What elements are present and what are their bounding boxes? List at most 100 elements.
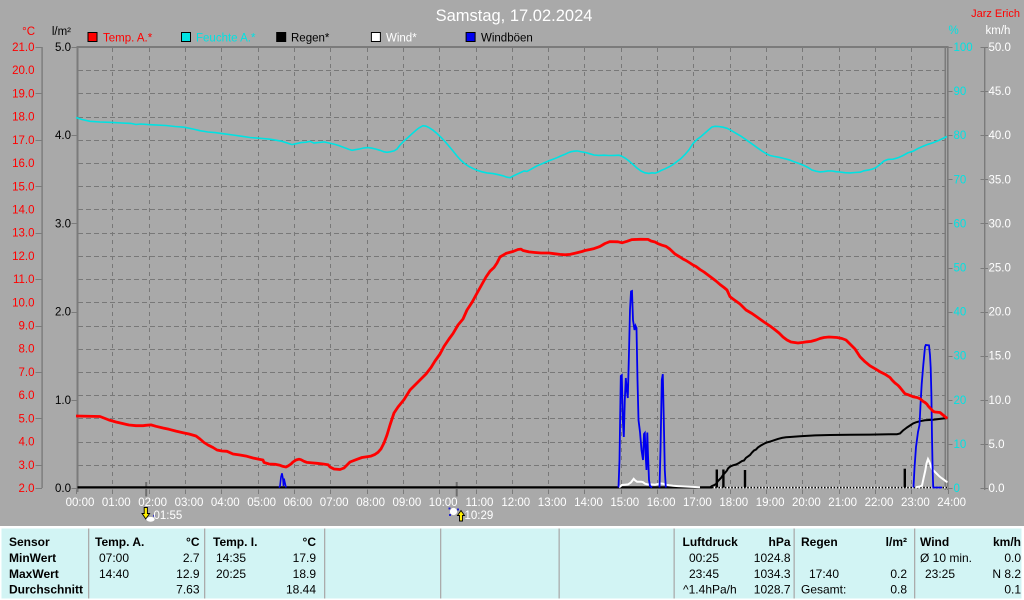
- svg-text:50: 50: [954, 263, 967, 275]
- svg-text:%: %: [949, 25, 959, 37]
- svg-text:00:00: 00:00: [66, 497, 95, 509]
- svg-text:18.0: 18.0: [12, 112, 34, 124]
- svg-text:45.0: 45.0: [989, 86, 1011, 98]
- svg-text:14:00: 14:00: [574, 497, 603, 509]
- svg-text:35.0: 35.0: [989, 174, 1011, 186]
- svg-text:1024.8: 1024.8: [754, 551, 791, 565]
- svg-text:17.0: 17.0: [12, 135, 34, 147]
- svg-text:5.0: 5.0: [989, 439, 1005, 451]
- svg-text:17:00: 17:00: [683, 497, 712, 509]
- svg-text:17.9: 17.9: [293, 551, 317, 565]
- svg-text:Gesamt:: Gesamt:: [801, 583, 846, 597]
- svg-text:1028.7: 1028.7: [754, 583, 791, 597]
- svg-text:40.0: 40.0: [989, 130, 1011, 142]
- svg-text:Temp. A.*: Temp. A.*: [103, 33, 153, 45]
- svg-text:10:00: 10:00: [429, 497, 458, 509]
- svg-text:11.0: 11.0: [13, 274, 35, 286]
- svg-text:10.0: 10.0: [12, 297, 34, 309]
- svg-text:Samstag, 17.02.2024: Samstag, 17.02.2024: [436, 7, 593, 25]
- svg-text:90: 90: [954, 86, 967, 98]
- svg-text:4.0: 4.0: [55, 130, 71, 142]
- svg-text:Regen: Regen: [801, 535, 838, 549]
- svg-text:4.0: 4.0: [19, 437, 35, 449]
- svg-text:20.0: 20.0: [989, 307, 1011, 319]
- svg-text:40: 40: [954, 307, 967, 319]
- svg-text:MaxWert: MaxWert: [9, 567, 59, 581]
- svg-text:14.0: 14.0: [12, 205, 34, 217]
- svg-text:15:00: 15:00: [610, 497, 639, 509]
- svg-text:04:00: 04:00: [211, 497, 240, 509]
- svg-text:5.0: 5.0: [55, 42, 71, 54]
- svg-text:3.0: 3.0: [55, 218, 71, 230]
- svg-text:0.0: 0.0: [989, 483, 1005, 495]
- svg-text:7.63: 7.63: [176, 583, 200, 597]
- svg-text:16.0: 16.0: [12, 158, 34, 170]
- svg-text:9.0: 9.0: [19, 321, 35, 333]
- svg-text:7.0: 7.0: [19, 367, 35, 379]
- svg-text:l/m²: l/m²: [52, 26, 71, 38]
- svg-text:18:00: 18:00: [719, 497, 748, 509]
- svg-text:MinWert: MinWert: [9, 551, 56, 565]
- svg-text:20.0: 20.0: [12, 65, 34, 77]
- svg-text:11:00: 11:00: [466, 497, 494, 509]
- svg-text:07:00: 07:00: [99, 551, 129, 565]
- svg-text:18.9: 18.9: [293, 567, 317, 581]
- svg-text:5.0: 5.0: [19, 413, 35, 425]
- svg-text:Jarz Erich: Jarz Erich: [971, 8, 1020, 20]
- svg-text:15.0: 15.0: [989, 351, 1011, 363]
- svg-text:0.2: 0.2: [890, 567, 907, 581]
- svg-text:00:25: 00:25: [689, 551, 719, 565]
- svg-text:30: 30: [954, 351, 967, 363]
- svg-text:Sensor: Sensor: [9, 535, 50, 549]
- svg-text:60: 60: [954, 218, 967, 230]
- svg-text:10: 10: [954, 439, 967, 451]
- svg-text:3.0: 3.0: [19, 460, 35, 472]
- svg-text:Temp. A.: Temp. A.: [95, 535, 144, 549]
- svg-text:14:35: 14:35: [216, 551, 246, 565]
- svg-text:Wind: Wind: [920, 535, 949, 549]
- svg-text:10.0: 10.0: [989, 395, 1011, 407]
- svg-text:6.0: 6.0: [19, 390, 35, 402]
- svg-text:07:00: 07:00: [320, 497, 349, 509]
- svg-text:14:40: 14:40: [99, 567, 129, 581]
- svg-text:0.8: 0.8: [890, 583, 907, 597]
- svg-text:8.0: 8.0: [19, 344, 35, 356]
- svg-text:02:00: 02:00: [138, 497, 167, 509]
- svg-text:70: 70: [954, 174, 967, 186]
- svg-text:Regen*: Regen*: [291, 33, 330, 45]
- svg-text:Temp. I.: Temp. I.: [213, 535, 257, 549]
- svg-text:18.44: 18.44: [286, 583, 316, 597]
- svg-text:12.0: 12.0: [12, 251, 34, 263]
- svg-text:Luftdruck: Luftdruck: [683, 535, 739, 549]
- svg-text:09:00: 09:00: [393, 497, 422, 509]
- svg-text:01:55: 01:55: [154, 510, 183, 522]
- svg-text:50.0: 50.0: [989, 42, 1011, 54]
- svg-text:12.9: 12.9: [176, 567, 200, 581]
- svg-text:20:25: 20:25: [216, 567, 246, 581]
- svg-text:Feuchte A.*: Feuchte A.*: [196, 33, 256, 45]
- svg-text:80: 80: [954, 130, 967, 142]
- svg-text:0.0: 0.0: [1004, 551, 1021, 565]
- svg-text:25.0: 25.0: [989, 263, 1011, 275]
- svg-text:Durchschnitt: Durchschnitt: [9, 583, 83, 597]
- svg-text:12:00: 12:00: [501, 497, 530, 509]
- svg-text:2.7: 2.7: [183, 551, 200, 565]
- svg-text:21:00: 21:00: [828, 497, 857, 509]
- svg-text:°C: °C: [186, 535, 200, 549]
- svg-text:Wind*: Wind*: [386, 33, 417, 45]
- svg-text:20: 20: [954, 395, 967, 407]
- svg-text:2.0: 2.0: [55, 307, 71, 319]
- svg-text:23:25: 23:25: [925, 567, 955, 581]
- svg-text:15.0: 15.0: [12, 181, 34, 193]
- svg-text:05:00: 05:00: [247, 497, 276, 509]
- svg-text:1.0: 1.0: [55, 395, 71, 407]
- svg-text:1034.3: 1034.3: [754, 567, 791, 581]
- svg-text:16:00: 16:00: [647, 497, 676, 509]
- svg-text:24:00: 24:00: [937, 497, 966, 509]
- svg-text:19:00: 19:00: [756, 497, 785, 509]
- svg-text:23:45: 23:45: [689, 567, 719, 581]
- svg-text:N 8.2: N 8.2: [992, 567, 1021, 581]
- svg-text:0.1: 0.1: [1004, 583, 1021, 597]
- svg-text:17:40: 17:40: [809, 567, 839, 581]
- svg-text:22:00: 22:00: [865, 497, 894, 509]
